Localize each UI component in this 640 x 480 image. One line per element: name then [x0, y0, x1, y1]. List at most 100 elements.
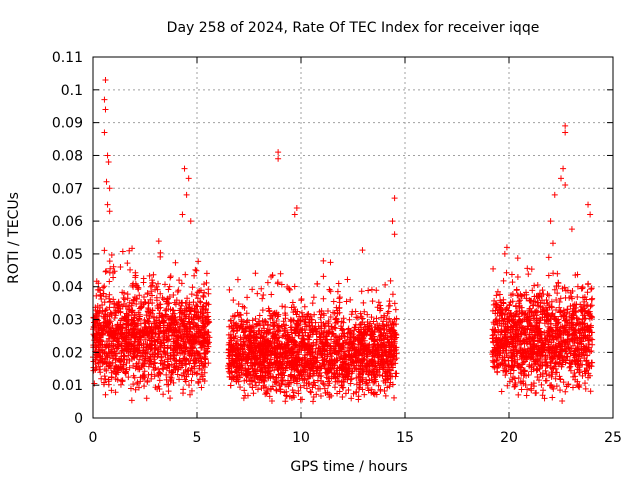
data-point — [146, 313, 153, 320]
data-point — [159, 294, 166, 301]
data-point — [186, 337, 193, 344]
data-point — [117, 317, 124, 324]
data-point — [256, 312, 263, 319]
data-point — [178, 280, 185, 287]
y-tick-label: 0.03 — [52, 313, 83, 329]
data-point — [131, 314, 138, 321]
data-point — [111, 314, 118, 321]
data-point — [182, 344, 189, 351]
data-point — [145, 300, 152, 307]
data-point — [123, 356, 130, 363]
data-point — [153, 322, 160, 329]
data-point — [242, 392, 249, 399]
data-point — [560, 165, 567, 172]
data-point — [188, 377, 195, 384]
data-point — [117, 363, 124, 370]
data-point — [111, 365, 118, 372]
data-point — [199, 304, 206, 311]
data-point — [514, 292, 521, 299]
data-point — [509, 279, 516, 286]
data-point — [154, 353, 161, 360]
data-point — [189, 343, 196, 350]
data-point — [252, 270, 259, 277]
data-point — [103, 360, 110, 367]
data-point — [201, 289, 208, 296]
data-point — [183, 331, 190, 338]
data-point — [132, 386, 139, 393]
data-point — [178, 299, 185, 306]
data-point — [279, 303, 286, 310]
data-point — [254, 290, 261, 297]
data-point — [159, 365, 166, 372]
data-point — [205, 319, 212, 326]
data-point — [166, 283, 173, 290]
data-point — [141, 383, 148, 390]
data-point — [200, 281, 207, 288]
data-point — [551, 191, 558, 198]
data-point — [182, 271, 189, 278]
data-point — [146, 360, 153, 367]
data-point — [119, 325, 126, 332]
data-point — [557, 295, 564, 302]
data-point — [147, 296, 154, 303]
data-point — [126, 364, 133, 371]
data-point — [106, 258, 113, 265]
data-point — [195, 258, 202, 265]
data-point — [153, 283, 160, 290]
data-point — [90, 323, 97, 330]
data-point — [375, 299, 382, 306]
data-point — [132, 269, 139, 276]
data-point — [108, 387, 115, 394]
data-point — [97, 347, 104, 354]
data-point — [144, 318, 151, 325]
data-point — [186, 304, 193, 311]
data-point — [335, 280, 342, 287]
data-point — [176, 332, 183, 339]
data-point — [105, 321, 112, 328]
data-point — [589, 359, 596, 366]
data-point — [151, 373, 158, 380]
data-point — [194, 289, 201, 296]
y-tick-label: 0 — [74, 411, 83, 427]
data-point — [105, 159, 112, 166]
data-point — [174, 288, 181, 295]
data-point — [154, 286, 161, 293]
data-point — [110, 327, 117, 334]
data-point — [127, 322, 134, 329]
data-point — [141, 368, 148, 375]
data-point — [155, 383, 162, 390]
data-point — [545, 254, 552, 261]
data-point — [125, 374, 132, 381]
data-point — [140, 375, 147, 382]
data-point — [195, 350, 202, 357]
data-point — [186, 299, 193, 306]
data-point — [104, 201, 111, 208]
data-point — [358, 288, 365, 295]
data-point — [186, 311, 193, 318]
data-point — [193, 370, 200, 377]
data-point — [336, 294, 343, 301]
data-point — [203, 314, 210, 321]
data-point — [176, 376, 183, 383]
data-point — [194, 295, 201, 302]
data-point — [531, 308, 538, 315]
data-point — [544, 291, 551, 298]
data-point — [330, 298, 337, 305]
data-point — [113, 350, 120, 357]
data-point — [301, 303, 308, 310]
data-point — [263, 390, 270, 397]
data-point — [252, 315, 259, 322]
data-point — [156, 342, 163, 349]
data-point — [186, 382, 193, 389]
data-point — [136, 356, 143, 363]
data-point — [170, 351, 177, 358]
data-point — [167, 274, 174, 281]
data-point — [314, 280, 321, 287]
data-point — [191, 311, 198, 318]
data-point — [584, 301, 591, 308]
data-point — [291, 283, 298, 290]
data-point — [187, 218, 194, 225]
y-tick-label: 0.1 — [61, 83, 83, 99]
data-point — [201, 334, 208, 341]
data-point — [187, 391, 194, 398]
